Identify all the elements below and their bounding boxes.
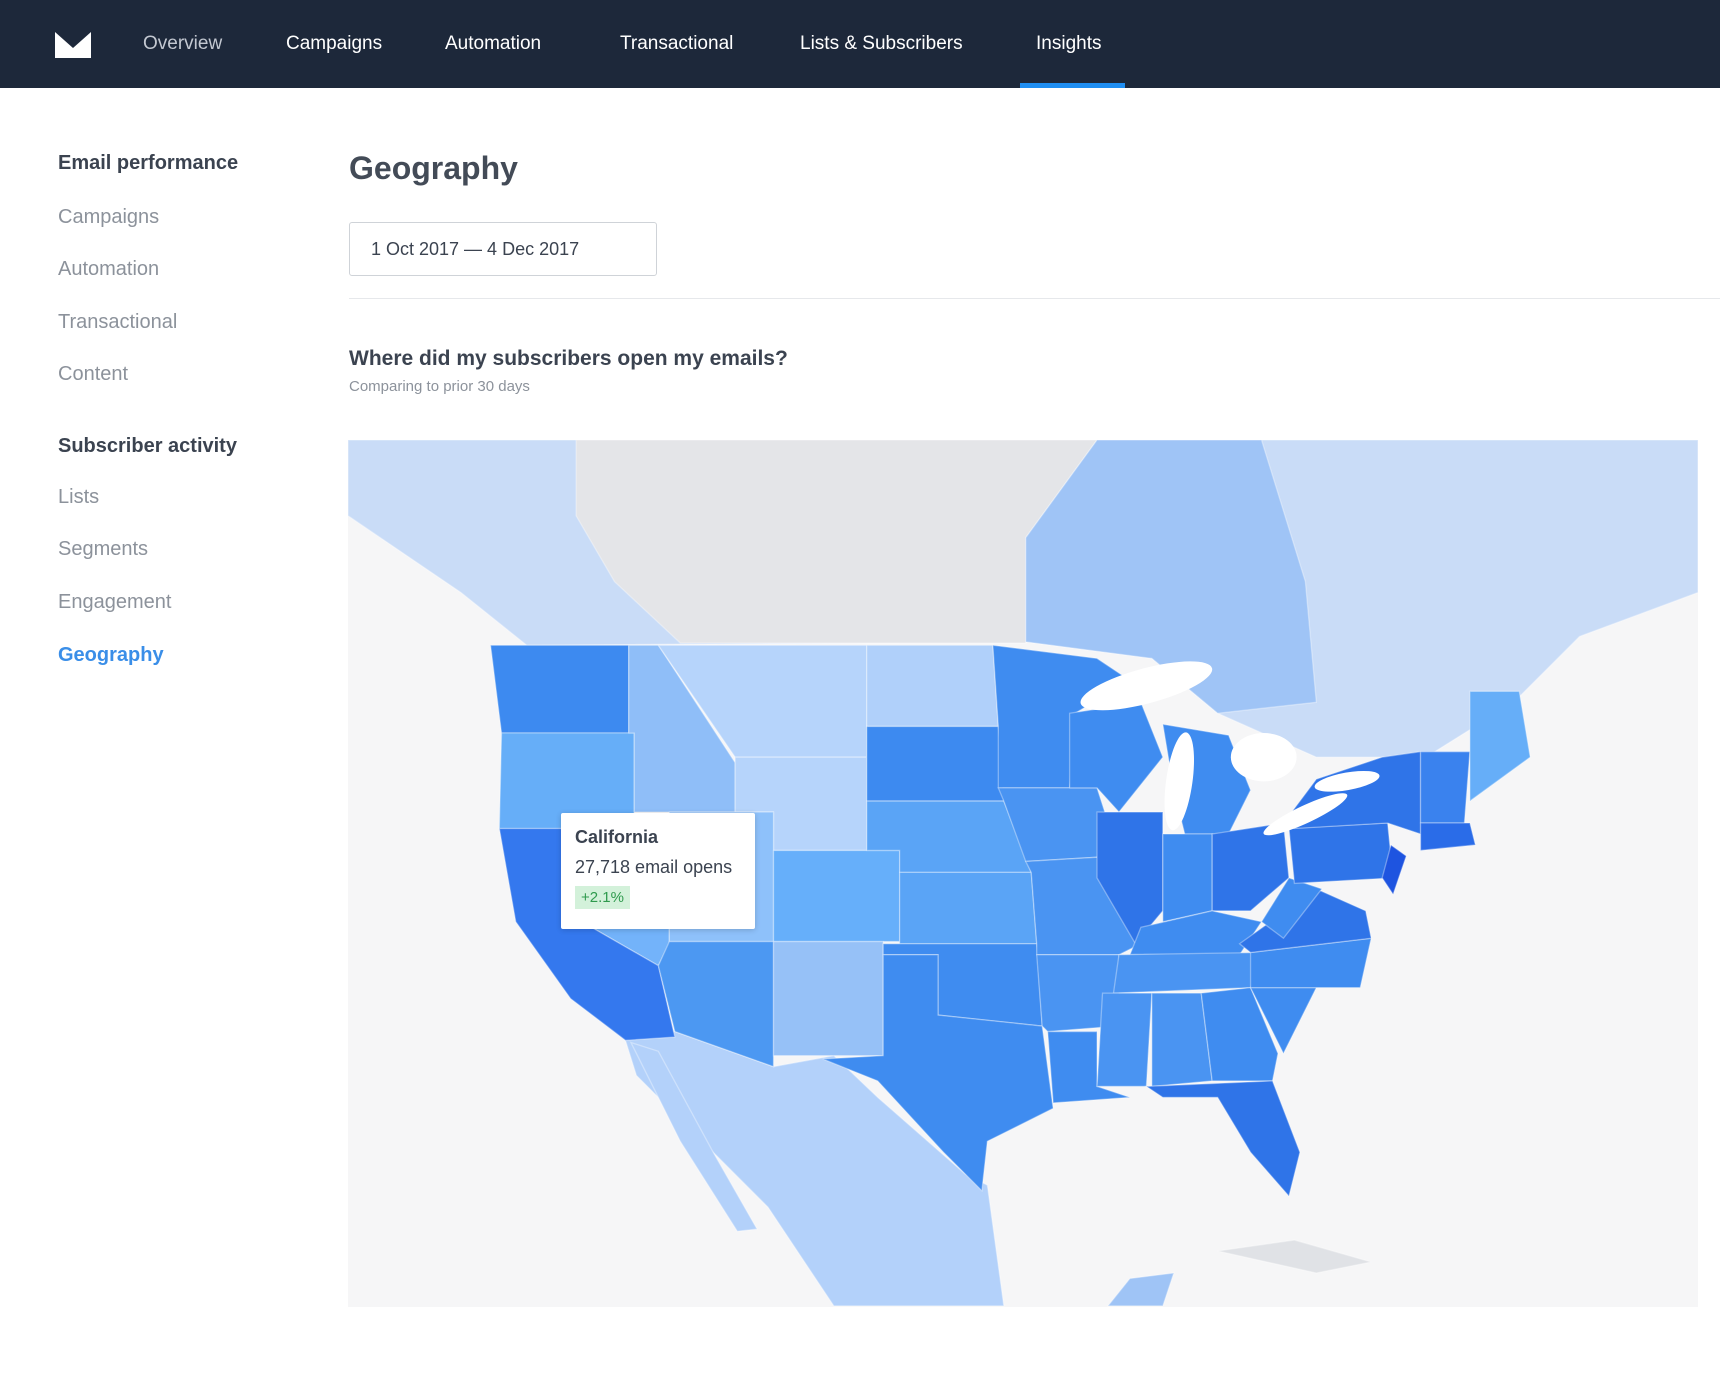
state <box>1144 1080 1301 1198</box>
state <box>1035 954 1120 1033</box>
choropleth-map <box>348 440 1698 1307</box>
nav-item[interactable]: Insights <box>1036 33 1102 54</box>
lake <box>1164 732 1195 831</box>
state <box>1096 992 1153 1088</box>
state <box>1112 951 1263 994</box>
state <box>657 940 775 1068</box>
tooltip-region: California <box>575 827 659 847</box>
state <box>1260 877 1323 940</box>
sidebar-link[interactable]: Automation <box>58 258 160 280</box>
state <box>866 644 1000 728</box>
logo[interactable] <box>55 32 91 58</box>
nav-item[interactable]: Overview <box>143 33 223 54</box>
sidebar-heading: Email performance <box>58 152 239 174</box>
state <box>1419 751 1471 824</box>
state <box>489 644 630 734</box>
tooltip: California 27,718 email opens +2.1% <box>561 813 755 929</box>
tooltip-opens: 27,718 email opens <box>575 857 733 877</box>
sidebar-link[interactable]: Content <box>58 363 129 385</box>
state <box>1469 690 1531 803</box>
state <box>898 871 1038 945</box>
sidebar-link[interactable]: Segments <box>58 538 149 560</box>
state <box>772 849 901 943</box>
lake <box>1080 661 1213 711</box>
island <box>1217 1239 1372 1274</box>
sidebar-link[interactable]: Lists <box>58 486 100 508</box>
lake <box>1314 770 1380 792</box>
state <box>1162 833 1213 923</box>
state <box>822 954 1054 1193</box>
section-subtitle: Comparing to prior 30 days <box>349 378 530 395</box>
tooltip-change: +2.1% <box>575 886 630 909</box>
sidebar-heading: Subscriber activity <box>58 435 237 457</box>
state <box>1419 822 1477 852</box>
nav-item[interactable]: Transactional <box>620 33 734 54</box>
state <box>1288 822 1394 885</box>
nav-item[interactable]: Campaigns <box>286 33 383 54</box>
state <box>1200 986 1279 1082</box>
sidebar-link[interactable]: Engagement <box>58 591 172 613</box>
state <box>1249 937 1373 989</box>
divider <box>349 298 1720 299</box>
lake <box>1230 733 1297 782</box>
active-underline <box>1020 83 1125 88</box>
sidebar-link[interactable]: Campaigns <box>58 206 160 228</box>
baja <box>629 1041 759 1232</box>
sidebar-link[interactable]: Transactional <box>58 311 178 333</box>
date-range-picker[interactable]: 1 Oct 2017 — 4 Dec 2017 <box>349 222 657 276</box>
section-title: Where did my subscribers open my emails? <box>349 347 788 370</box>
nav-item[interactable]: Lists & Subscribers <box>800 33 963 54</box>
top-nav: Overview Campaigns Automation Transactional… <box>0 0 1720 88</box>
state <box>772 940 884 1057</box>
island <box>1106 1272 1175 1307</box>
nav-item[interactable]: Automation <box>445 33 542 54</box>
lake <box>1263 793 1348 836</box>
ontario <box>1025 440 1318 714</box>
state <box>1381 843 1408 896</box>
territories <box>575 440 1098 644</box>
page-title: Geography <box>349 150 518 186</box>
sidebar-link[interactable]: Geography <box>58 644 164 666</box>
state <box>866 725 1005 802</box>
state <box>1046 1030 1131 1104</box>
